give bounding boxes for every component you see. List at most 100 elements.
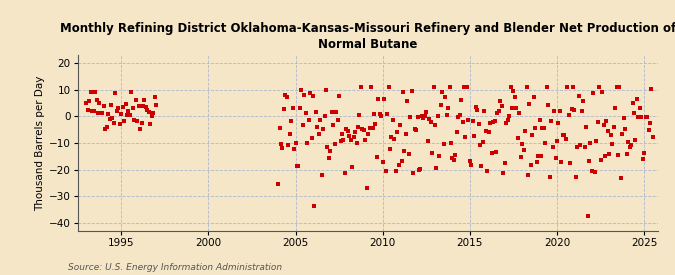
Point xyxy=(347,165,358,170)
Point xyxy=(495,98,506,103)
Point xyxy=(623,140,634,144)
Point xyxy=(395,123,406,127)
Point xyxy=(594,85,605,89)
Point xyxy=(376,113,387,118)
Point xyxy=(448,158,459,163)
Point xyxy=(275,142,286,146)
Point xyxy=(337,132,348,137)
Point xyxy=(85,90,96,95)
Point xyxy=(312,125,323,130)
Point xyxy=(608,125,619,129)
Point xyxy=(580,125,591,130)
Point xyxy=(479,109,490,113)
Point xyxy=(130,97,141,102)
Point xyxy=(529,94,539,99)
Point xyxy=(620,127,630,131)
Point xyxy=(308,94,319,98)
Point xyxy=(539,126,549,131)
Point xyxy=(348,135,359,139)
Point xyxy=(383,85,394,89)
Point xyxy=(274,126,285,130)
Point xyxy=(512,136,523,140)
Point xyxy=(569,108,580,112)
Point xyxy=(146,114,157,118)
Point xyxy=(91,98,102,102)
Point xyxy=(145,122,156,126)
Point xyxy=(464,158,475,163)
Point xyxy=(537,126,548,130)
Point xyxy=(579,145,590,150)
Point xyxy=(498,171,509,175)
Point xyxy=(518,147,529,152)
Point xyxy=(386,134,397,139)
Point xyxy=(605,133,616,137)
Point xyxy=(364,126,375,130)
Point xyxy=(88,109,99,113)
Point xyxy=(103,112,113,117)
Point xyxy=(610,106,620,110)
Point xyxy=(642,115,653,120)
Point xyxy=(142,107,153,112)
Point xyxy=(101,125,112,129)
Point xyxy=(370,122,381,126)
Point xyxy=(555,108,566,113)
Point xyxy=(132,119,142,123)
Point xyxy=(148,111,159,116)
Point xyxy=(356,85,367,89)
Point xyxy=(292,164,302,168)
Point xyxy=(302,141,313,145)
Point xyxy=(371,155,382,159)
Point xyxy=(346,138,356,142)
Point xyxy=(139,98,150,103)
Point xyxy=(599,154,610,158)
Point xyxy=(604,152,615,156)
Point xyxy=(123,109,134,114)
Point xyxy=(481,129,491,133)
Point xyxy=(122,112,132,117)
Point xyxy=(595,158,606,162)
Point xyxy=(502,118,513,122)
Point xyxy=(501,121,512,125)
Point xyxy=(342,128,353,133)
Point xyxy=(129,117,140,122)
Point xyxy=(82,108,93,112)
Point xyxy=(419,114,430,118)
Point xyxy=(456,97,466,102)
Point xyxy=(400,132,411,136)
Point xyxy=(624,145,635,149)
Point xyxy=(547,145,558,150)
Point xyxy=(135,127,146,131)
Point xyxy=(120,102,131,106)
Point xyxy=(328,123,339,127)
Point xyxy=(109,121,119,126)
Point xyxy=(138,104,148,108)
Point xyxy=(136,120,147,125)
Point xyxy=(534,117,545,122)
Point xyxy=(113,105,124,110)
Point xyxy=(310,109,321,114)
Point xyxy=(556,160,567,164)
Point xyxy=(414,167,425,172)
Text: Source: U.S. Energy Information Administration: Source: U.S. Energy Information Administ… xyxy=(68,263,281,272)
Point xyxy=(506,105,517,110)
Title: Monthly Refining District Oklahoma-Kansas-Missouri Refinery and Blender Net Prod: Monthly Refining District Oklahoma-Kansa… xyxy=(60,22,675,51)
Point xyxy=(517,142,528,146)
Point xyxy=(496,103,507,108)
Point xyxy=(425,120,436,124)
Point xyxy=(640,114,651,119)
Point xyxy=(614,85,625,89)
Point xyxy=(409,126,420,131)
Point xyxy=(643,128,654,133)
Point xyxy=(550,156,561,160)
Point xyxy=(453,114,464,119)
Point xyxy=(457,120,468,125)
Point xyxy=(427,150,437,155)
Point xyxy=(573,94,584,98)
Point xyxy=(412,115,423,119)
Point xyxy=(300,111,311,115)
Point xyxy=(331,110,342,114)
Point xyxy=(508,89,519,94)
Point xyxy=(510,95,520,100)
Point xyxy=(483,130,494,134)
Point xyxy=(492,111,503,116)
